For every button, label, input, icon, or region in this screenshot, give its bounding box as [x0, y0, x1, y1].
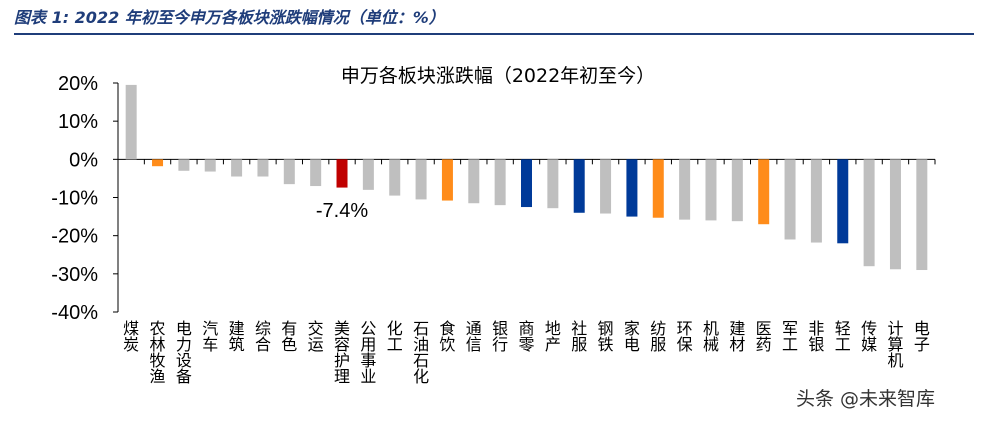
x-tick-label: 家电	[624, 319, 640, 354]
x-tick-label: 建材	[729, 319, 745, 354]
x-tick-label: 公用事业	[360, 319, 376, 386]
bar-美容护理	[336, 159, 348, 188]
y-tick-label: -10%	[51, 188, 98, 210]
bar-商零	[521, 159, 532, 208]
x-tick-label: 食饮	[439, 319, 455, 354]
bar-社服	[573, 159, 585, 213]
x-tick-label: 美容护理	[334, 319, 350, 386]
y-tick-label: 20%	[58, 73, 98, 95]
caption-rule	[14, 33, 974, 35]
x-tick-label: 电力设备	[176, 319, 192, 386]
chart-title: 申万各板块涨跌幅（2022年初至今）	[341, 65, 655, 87]
x-tick-label: 汽车	[202, 319, 218, 354]
x-tick-label: 军工	[782, 319, 798, 354]
x-tick-label: 钢铁	[598, 319, 614, 354]
bar-石油石化	[415, 159, 427, 200]
bar-环保	[679, 159, 691, 220]
x-tick-label: 通信	[466, 319, 482, 354]
bar-综合	[257, 159, 269, 177]
x-tick-label: 环保	[677, 319, 693, 354]
bar-公用事业	[362, 159, 374, 190]
x-tick-label: 商零	[518, 319, 534, 354]
x-tick-label: 石油石化	[413, 319, 429, 386]
x-tick-label: 地产	[545, 319, 561, 354]
bar-非银	[810, 159, 822, 243]
x-tick-label: 非银	[808, 319, 824, 354]
y-tick-label: -30%	[51, 264, 98, 286]
bar-食饮	[441, 159, 453, 201]
y-tick-label: 10%	[58, 111, 98, 133]
x-tick-label: 轻工	[835, 319, 851, 354]
bar-通信	[468, 159, 480, 204]
bar-农林牧渔	[152, 159, 164, 167]
bar-电子	[916, 159, 928, 271]
bar-传媒	[863, 159, 875, 267]
bar-化工	[389, 159, 401, 196]
x-tick-label: 化工	[387, 319, 403, 354]
x-tick-label: 建筑	[229, 319, 245, 354]
bar-汽车	[204, 159, 216, 172]
data-label: -7.4%	[316, 200, 368, 222]
figure-caption: 图表 1: 2022 年初至今申万各板块涨跌幅情况（单位：%）	[14, 8, 445, 27]
x-tick-label: 计算机	[887, 319, 903, 370]
x-tick-label: 交运	[308, 319, 324, 354]
bar-建材	[731, 159, 743, 222]
x-tick-label: 社服	[571, 319, 587, 354]
y-tick-label: 0%	[69, 149, 98, 171]
bar-军工	[784, 159, 796, 240]
bar-轻工	[837, 159, 849, 244]
bar-银行	[494, 159, 506, 206]
bar-地产	[547, 159, 559, 209]
x-tick-label: 煤炭	[123, 319, 139, 354]
bar-交运	[310, 159, 322, 187]
bar-计算机	[889, 159, 901, 270]
bar-钢铁	[600, 159, 612, 214]
x-tick-label: 纺服	[650, 319, 666, 354]
x-tick-label: 有色	[281, 319, 297, 354]
bar-纺服	[652, 159, 664, 218]
x-tick-label: 机械	[703, 319, 719, 354]
bar-家电	[626, 159, 638, 217]
x-tick-label: 农林牧渔	[150, 319, 166, 386]
y-tick-label: -20%	[51, 226, 98, 248]
bar-机械	[705, 159, 717, 221]
x-tick-label: 电子	[914, 319, 930, 354]
x-tick-label: 医药	[756, 319, 772, 354]
bar-煤炭	[125, 84, 137, 160]
bar-电力设备	[178, 159, 190, 171]
y-tick-label: -40%	[51, 302, 98, 324]
bar-建筑	[231, 159, 243, 177]
bar-医药	[758, 159, 770, 225]
x-tick-label: 传媒	[861, 319, 877, 354]
bar-有色	[283, 159, 295, 185]
x-tick-label: 银行	[492, 319, 508, 354]
x-tick-label: 综合	[255, 319, 271, 354]
watermark: 头条 @未来智库	[796, 388, 936, 410]
